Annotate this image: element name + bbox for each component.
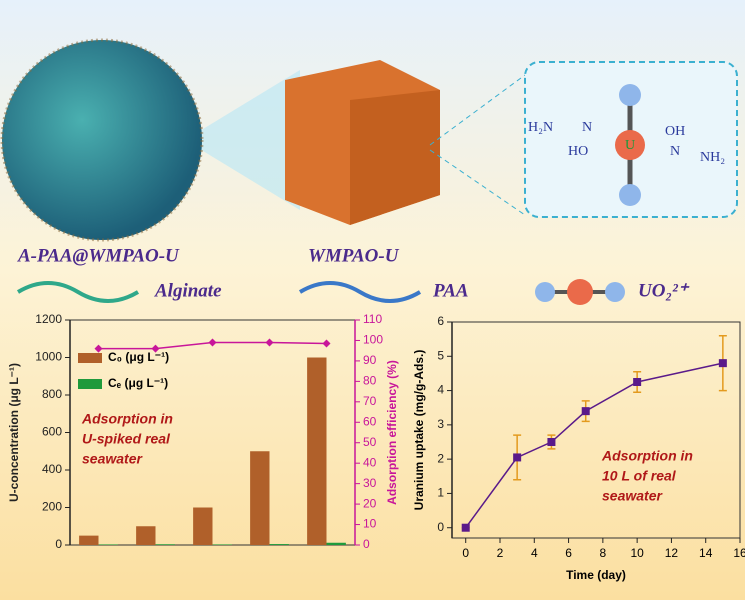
annotation: seawater: [82, 451, 143, 467]
efficiency-point: [94, 344, 103, 353]
data-point: [581, 407, 590, 416]
y-tick-label: 0: [363, 537, 370, 551]
x-tick-label: 2: [497, 546, 504, 560]
atom-label: NH₂: [700, 150, 725, 165]
annotation: U-spiked real: [82, 431, 171, 447]
y2-axis-label: Adsorption efficiency (%): [385, 360, 399, 505]
y-tick-label: 90: [363, 353, 377, 367]
y-tick-label: 400: [42, 462, 62, 476]
data-point: [718, 359, 727, 368]
atom-label: N: [582, 120, 592, 135]
legend-label: C₀ (μg L⁻¹): [108, 350, 169, 364]
y-tick-label: 0: [55, 537, 62, 551]
y-tick-label: 0: [437, 520, 444, 534]
paa-icon: [298, 281, 422, 303]
y-tick-label: 60: [363, 414, 377, 428]
uo2-icon: [605, 282, 625, 302]
y-tick-label: 800: [42, 387, 62, 401]
y-tick-label: 4: [437, 383, 444, 397]
y-tick-label: 70: [363, 394, 377, 408]
y-tick-label: 6: [437, 314, 444, 328]
bar: [326, 542, 346, 545]
y-tick-label: 100: [363, 333, 383, 347]
legend-label: Alginate: [154, 280, 222, 301]
annotation: Adsorption in: [601, 448, 693, 464]
x-tick-label: 10: [630, 546, 644, 560]
bar: [269, 544, 289, 545]
atom-label: HO: [568, 144, 588, 159]
y-axis-label: Uranium uptake (mg/g-Ads.): [412, 350, 426, 511]
legend-label: Cₑ (μg L⁻¹): [108, 376, 168, 390]
atom-label: N: [670, 144, 680, 159]
x-tick-label: 0: [462, 546, 469, 560]
annotation: 10 L of real: [602, 468, 677, 484]
x-tick-label: 4: [531, 546, 538, 560]
cube-face: [350, 90, 440, 225]
x-tick-label: 6: [565, 546, 572, 560]
efficiency-point: [208, 338, 217, 347]
y-tick-label: 110: [363, 312, 382, 326]
uranium: [615, 130, 645, 160]
y-tick-label: 3: [437, 417, 444, 431]
y-tick-label: 5: [437, 348, 444, 362]
data-point: [633, 378, 642, 386]
y-tick-label: 40: [363, 455, 377, 469]
bar: [79, 535, 99, 545]
zoom-cone: [185, 70, 300, 210]
bar: [250, 451, 270, 545]
efficiency-point: [265, 338, 274, 347]
y-tick-label: 1200: [35, 312, 62, 326]
y-tick-label: 30: [363, 476, 377, 490]
bar: [193, 507, 213, 545]
annotation: seawater: [602, 488, 663, 504]
sphere-texture: [0, 38, 204, 242]
uo2-icon: [535, 282, 555, 302]
legend-swatch: [78, 379, 102, 389]
y-tick-label: 10: [363, 517, 377, 531]
x-axis-label: Time (day): [566, 568, 626, 582]
y-tick-label: 1000: [35, 350, 62, 364]
y-tick-label: 1: [437, 486, 444, 500]
y-tick-label: 20: [363, 496, 377, 510]
data-point: [461, 523, 470, 532]
atom-label: U: [625, 138, 635, 153]
atom-label: H₂N: [528, 120, 553, 135]
efficiency-point: [151, 344, 160, 353]
uo2-icon: [567, 279, 593, 305]
efficiency-point: [322, 339, 331, 348]
sphere: [2, 40, 202, 240]
data-point: [547, 438, 556, 446]
x-tick-label: 8: [600, 546, 607, 560]
y-tick-label: 600: [42, 425, 62, 439]
y-tick-label: 50: [363, 435, 377, 449]
legend-label: PAA: [432, 280, 469, 301]
material-label: A-PAA@WMPAO-U: [17, 245, 180, 266]
data-point: [513, 453, 522, 462]
oxygen: [619, 84, 641, 106]
alginate-icon: [16, 281, 140, 303]
zoom-line: [429, 149, 526, 216]
legend-label: UO₂²⁺: [638, 280, 690, 301]
annotation: Adsorption in: [81, 411, 173, 427]
bar: [307, 357, 327, 545]
bar: [155, 544, 175, 545]
x-tick-label: 16: [733, 546, 745, 560]
bar: [136, 526, 156, 545]
fit-line: [465, 362, 724, 529]
material-label: WMPAO-U: [308, 245, 400, 266]
legend-swatch: [78, 353, 102, 363]
x-tick-label: 14: [699, 546, 713, 560]
y-tick-label: 80: [363, 374, 377, 388]
x-tick-label: 12: [665, 546, 679, 560]
y-tick-label: 200: [42, 500, 62, 514]
y-axis-label: U-concentration (μg L⁻¹): [7, 363, 21, 502]
atom-label: OH: [665, 124, 685, 139]
oxygen: [619, 184, 641, 206]
zoom-line: [429, 74, 526, 146]
y-tick-label: 2: [437, 451, 444, 465]
bar: [212, 544, 232, 545]
bar: [98, 544, 118, 545]
